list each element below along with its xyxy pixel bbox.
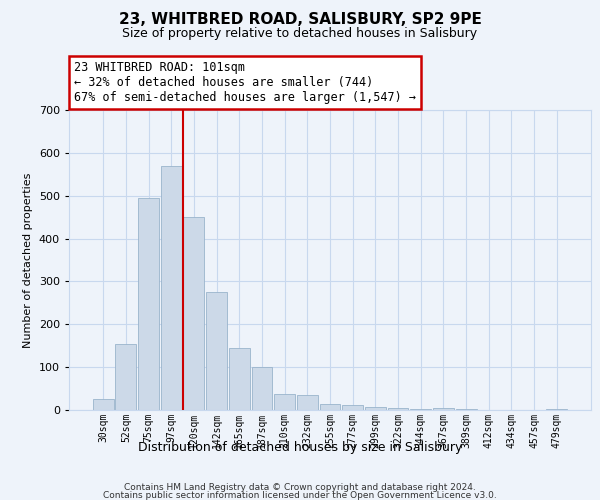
Text: 23, WHITBRED ROAD, SALISBURY, SP2 9PE: 23, WHITBRED ROAD, SALISBURY, SP2 9PE xyxy=(119,12,481,28)
Bar xyxy=(297,395,318,410)
Bar xyxy=(93,400,113,410)
Bar xyxy=(229,348,250,410)
Bar xyxy=(365,406,386,410)
Bar xyxy=(433,408,454,410)
Bar xyxy=(138,198,159,410)
Bar xyxy=(342,405,363,410)
Y-axis label: Number of detached properties: Number of detached properties xyxy=(23,172,33,348)
Bar xyxy=(184,217,205,410)
Bar xyxy=(115,344,136,410)
Bar xyxy=(547,408,567,410)
Text: Distribution of detached houses by size in Salisbury: Distribution of detached houses by size … xyxy=(138,441,462,454)
Bar xyxy=(455,409,476,410)
Bar xyxy=(388,408,409,410)
Bar xyxy=(161,166,182,410)
Text: Contains HM Land Registry data © Crown copyright and database right 2024.: Contains HM Land Registry data © Crown c… xyxy=(124,483,476,492)
Bar xyxy=(251,367,272,410)
Bar xyxy=(320,404,340,410)
Text: Contains public sector information licensed under the Open Government Licence v3: Contains public sector information licen… xyxy=(103,492,497,500)
Bar xyxy=(206,292,227,410)
Bar xyxy=(410,408,431,410)
Text: 23 WHITBRED ROAD: 101sqm
← 32% of detached houses are smaller (744)
67% of semi-: 23 WHITBRED ROAD: 101sqm ← 32% of detach… xyxy=(74,61,416,104)
Text: Size of property relative to detached houses in Salisbury: Size of property relative to detached ho… xyxy=(122,28,478,40)
Bar xyxy=(274,394,295,410)
